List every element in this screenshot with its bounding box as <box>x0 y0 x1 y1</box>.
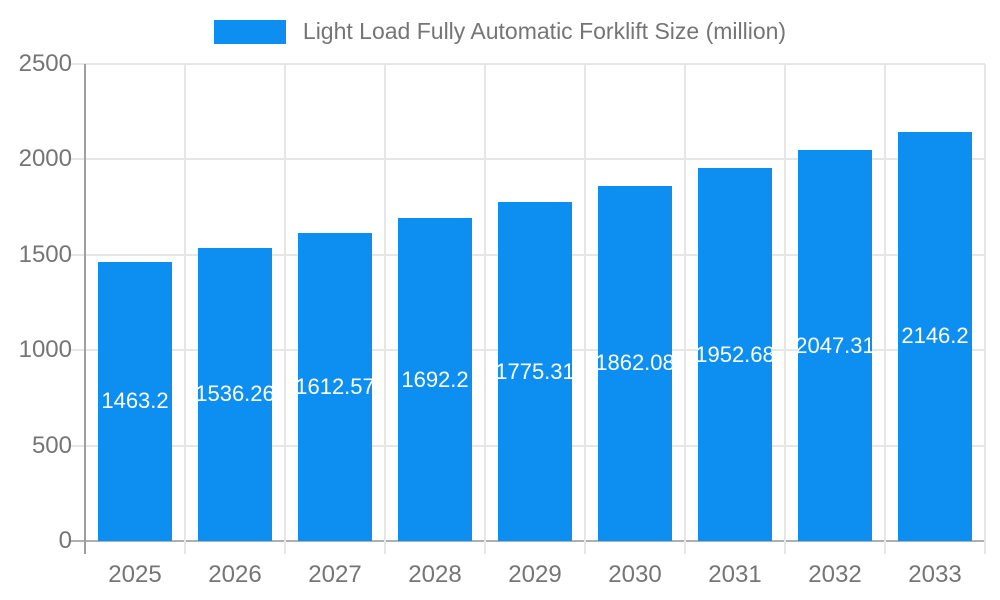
vertical-gridline <box>684 64 686 554</box>
y-axis-tick-label: 2000 <box>18 145 72 173</box>
bar[interactable]: 1536.26 <box>198 247 272 541</box>
bar-value-label: 1952.68 <box>698 341 772 367</box>
bar-value-label: 1692.2 <box>401 366 469 392</box>
vertical-gridline <box>784 64 786 554</box>
bar[interactable]: 1952.68 <box>698 168 772 541</box>
bar[interactable]: 1612.57 <box>298 233 372 541</box>
x-axis-tick-label: 2032 <box>808 561 862 588</box>
x-axis-tick-label: 2033 <box>908 561 962 588</box>
y-axis-line <box>84 64 86 554</box>
vertical-gridline <box>384 64 386 554</box>
horizontal-gridline <box>70 158 985 161</box>
vertical-gridline <box>884 64 886 554</box>
bar-value-label: 1775.31 <box>498 358 572 384</box>
y-axis-tick-label: 0 <box>58 527 72 554</box>
x-axis-tick-label: 2031 <box>708 561 762 588</box>
bar-value-label: 1612.57 <box>298 374 372 400</box>
vertical-gridline <box>284 64 286 554</box>
bar-value-label: 2146.2 <box>901 323 969 349</box>
bar[interactable]: 1775.31 <box>498 202 572 541</box>
x-axis-tick-label: 2028 <box>408 561 462 588</box>
y-axis-tick-label: 1000 <box>18 336 72 364</box>
bar-value-label: 1463.2 <box>101 388 169 414</box>
vertical-gridline <box>484 64 486 554</box>
vertical-gridline <box>984 64 986 554</box>
y-axis-tick-label: 1500 <box>18 240 72 268</box>
bar[interactable]: 2146.2 <box>898 131 972 541</box>
legend-swatch <box>213 19 286 44</box>
x-axis-tick-label: 2026 <box>208 561 262 588</box>
vertical-gridline <box>584 64 586 554</box>
bar[interactable]: 1692.2 <box>398 218 472 541</box>
bar[interactable]: 1463.2 <box>98 261 172 541</box>
x-axis-tick-label: 2025 <box>108 561 162 588</box>
y-axis-tick-label: 2500 <box>18 50 72 77</box>
legend: Light Load Fully Automatic Forklift Size… <box>0 18 1000 45</box>
x-axis-tick-label: 2029 <box>508 561 562 588</box>
bar-value-label: 2047.31 <box>798 332 872 358</box>
bar[interactable]: 1862.08 <box>598 185 672 541</box>
vertical-gridline <box>184 64 186 554</box>
horizontal-gridline <box>70 63 985 65</box>
bar[interactable]: 2047.31 <box>798 150 872 541</box>
y-axis-tick-label: 500 <box>31 431 72 459</box>
bar-value-label: 1862.08 <box>598 350 672 376</box>
legend-item: Light Load Fully Automatic Forklift Size… <box>213 18 787 45</box>
legend-series-label: Light Load Fully Automatic Forklift Size… <box>302 18 787 44</box>
x-axis-tick-label: 2027 <box>308 561 362 588</box>
x-axis-baseline <box>70 540 985 542</box>
bar-value-label: 1536.26 <box>198 381 272 407</box>
x-axis-tick-label: 2030 <box>608 561 662 588</box>
